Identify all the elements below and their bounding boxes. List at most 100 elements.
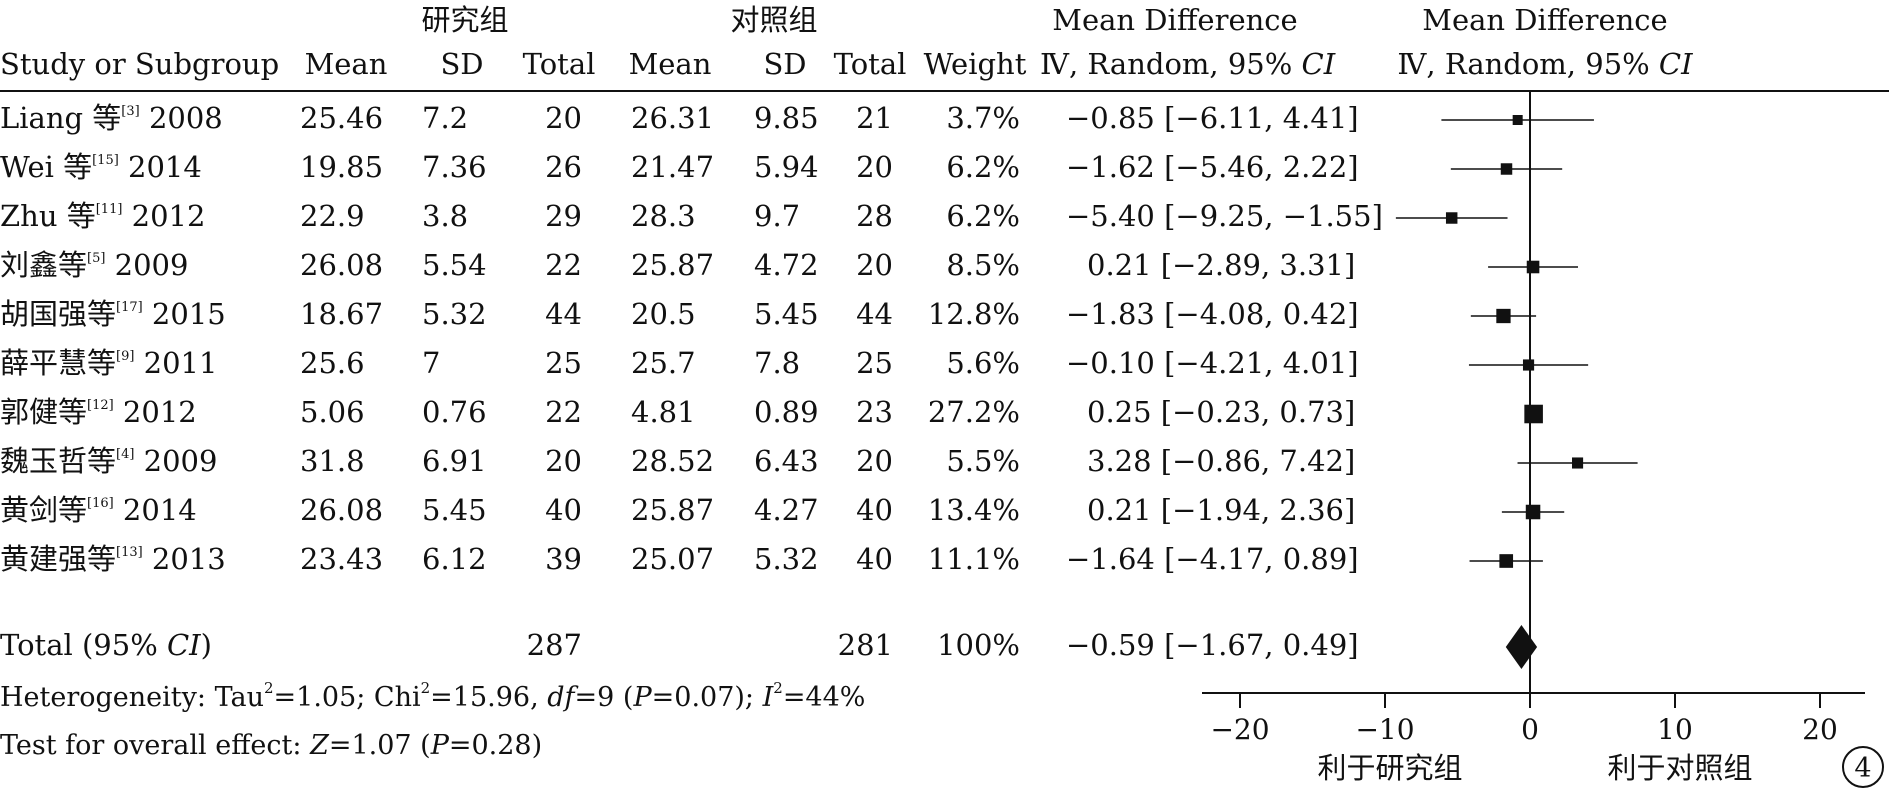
weight: 6.2% <box>946 150 1020 184</box>
mean-control: 25.87 <box>631 493 715 527</box>
study-label: 胡国强等[17] 2015 <box>0 297 226 331</box>
header-sd-study: SD <box>440 47 484 81</box>
mean-study: 25.6 <box>300 346 365 380</box>
heterogeneity-text: Heterogeneity: Tau2=1.05; Chi2=15.96, df… <box>0 679 866 713</box>
favours-study-label: 利于研究组 <box>1317 751 1463 785</box>
mean-control: 28.52 <box>631 444 715 478</box>
study-label: 魏玉哲等[4] 2009 <box>0 444 218 478</box>
weight: 6.2% <box>946 199 1020 233</box>
figure-number: 4 <box>1854 753 1871 784</box>
mean-control: 26.31 <box>631 101 715 135</box>
total-study: 44 <box>545 297 582 331</box>
total-control: 40 <box>856 542 893 576</box>
mean-difference: −1.64 [−4.17, 0.89] <box>1066 542 1359 576</box>
mean-control: 21.47 <box>631 150 715 184</box>
group-header-control: 对照组 <box>730 3 818 37</box>
weight: 5.5% <box>946 444 1020 478</box>
total-study: 20 <box>545 101 582 135</box>
mean-difference: −0.85 [−6.11, 4.41] <box>1066 101 1359 135</box>
weight: 11.1% <box>927 542 1020 576</box>
sd-study: 6.91 <box>422 444 487 478</box>
plot-header-title: Mean Difference <box>1422 3 1668 37</box>
x-tick-label: 0 <box>1521 713 1539 746</box>
sd-control: 9.7 <box>754 199 801 233</box>
sd-study: 7 <box>422 346 441 380</box>
header-weight: Weight <box>923 47 1027 81</box>
mean-difference: −0.10 [−4.21, 4.01] <box>1066 346 1359 380</box>
x-tick-label: −20 <box>1210 713 1269 746</box>
total-n-control: 281 <box>837 628 893 662</box>
sd-study: 0.76 <box>422 395 487 429</box>
header-mean-study: Mean <box>304 47 388 81</box>
mean-difference: −1.62 [−5.46, 2.22] <box>1066 150 1359 184</box>
study-label: 刘鑫等[5] 2009 <box>0 248 189 282</box>
mean-difference: 3.28 [−0.86, 7.42] <box>1087 444 1356 478</box>
total-control: 21 <box>856 101 893 135</box>
total-control: 25 <box>856 346 893 380</box>
header-rule <box>0 90 1889 92</box>
sd-study: 6.12 <box>422 542 487 576</box>
sd-control: 5.45 <box>754 297 819 331</box>
total-study: 26 <box>545 150 582 184</box>
point-estimate <box>1500 163 1513 175</box>
mean-study: 25.46 <box>300 101 384 135</box>
sd-control: 0.89 <box>754 395 819 429</box>
weight: 27.2% <box>927 395 1020 429</box>
sd-control: 6.43 <box>754 444 819 478</box>
weight: 12.8% <box>927 297 1020 331</box>
mean-control: 20.5 <box>631 297 696 331</box>
study-label: 黄剑等[16] 2014 <box>0 493 197 527</box>
mean-control: 25.7 <box>631 346 696 380</box>
header-mean-control: Mean <box>628 47 712 81</box>
sd-study: 7.36 <box>422 150 487 184</box>
mean-study: 19.85 <box>300 150 384 184</box>
total-control: 23 <box>856 395 893 429</box>
weight: 13.4% <box>927 493 1020 527</box>
total-control: 20 <box>856 248 893 282</box>
mean-difference: 0.21 [−2.89, 3.31] <box>1087 248 1356 282</box>
total-weight: 100% <box>937 628 1020 662</box>
header-total-study: Total <box>522 47 596 81</box>
study-label: Wei 等[15] 2014 <box>0 150 202 184</box>
weight: 3.7% <box>946 101 1020 135</box>
study-label: Liang 等[3] 2008 <box>0 101 223 135</box>
mean-control: 28.3 <box>631 199 696 233</box>
sd-study: 5.32 <box>422 297 487 331</box>
mean-study: 26.08 <box>300 493 384 527</box>
total-study: 29 <box>545 199 582 233</box>
point-estimate <box>1522 359 1535 371</box>
sd-control: 4.72 <box>754 248 819 282</box>
point-estimate <box>1445 212 1458 224</box>
figure-number-circle <box>1842 746 1884 788</box>
total-study: 39 <box>545 542 582 576</box>
overall-effect-text: Test for overall effect: Z=1.07 (P=0.28) <box>0 730 543 761</box>
mean-control: 25.07 <box>631 542 715 576</box>
point-estimate <box>1526 260 1540 274</box>
group-header-study: 研究组 <box>421 3 509 37</box>
total-study: 20 <box>545 444 582 478</box>
sd-control: 5.32 <box>754 542 819 576</box>
mean-study: 18.67 <box>300 297 384 331</box>
total-label: Total (95% CI) <box>0 628 212 662</box>
sd-control: 4.27 <box>754 493 819 527</box>
point-estimate <box>1525 504 1541 520</box>
total-control: 44 <box>856 297 893 331</box>
study-label: 薛平慧等[9] 2011 <box>0 346 218 380</box>
total-study: 22 <box>545 248 582 282</box>
total-control: 20 <box>856 444 893 478</box>
x-tick-label: 20 <box>1802 713 1838 746</box>
x-tick-label: 10 <box>1657 713 1693 746</box>
mean-study: 22.9 <box>300 199 365 233</box>
weight: 5.6% <box>946 346 1020 380</box>
mean-study: 31.8 <box>300 444 365 478</box>
header-sd-control: SD <box>763 47 807 81</box>
total-control: 20 <box>856 150 893 184</box>
mean-study: 23.43 <box>300 542 384 576</box>
mean-difference: 0.25 [−0.23, 0.73] <box>1087 395 1356 429</box>
total-study: 40 <box>545 493 582 527</box>
point-estimate <box>1496 308 1511 324</box>
sd-study: 5.45 <box>422 493 487 527</box>
total-study: 22 <box>545 395 582 429</box>
total-md: −0.59 [−1.67, 0.49] <box>1066 628 1359 662</box>
total-study: 25 <box>545 346 582 380</box>
